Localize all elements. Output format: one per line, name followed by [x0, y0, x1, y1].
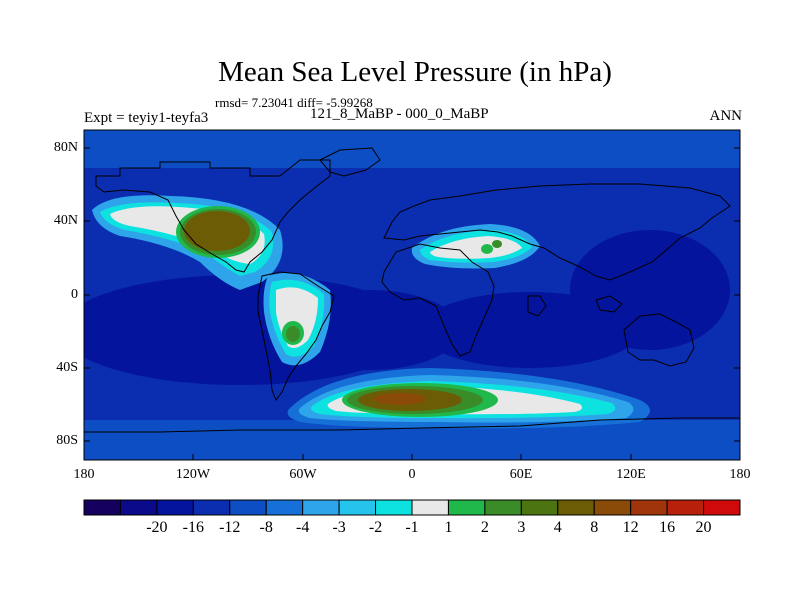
colorbar-label: 20 [695, 519, 712, 536]
colorbar-label: 12 [622, 519, 639, 536]
colorbar-swatch [411, 499, 449, 516]
colorbar-swatch [447, 499, 486, 516]
colorbar-swatch [83, 499, 121, 516]
south-america-anomaly [263, 273, 331, 366]
colorbar-swatch [630, 499, 668, 516]
colorbar-label: 2 [480, 519, 489, 536]
colorbar-label: 3 [517, 519, 526, 536]
lon-label-180e: 180 [729, 467, 751, 482]
lon-label-120e: 120E [616, 467, 646, 482]
west-pacific-low [570, 230, 730, 350]
colorbar-swatch [703, 499, 741, 516]
colorbar-swatch [265, 499, 304, 516]
colorbar-swatch [484, 499, 522, 516]
lon-label-60w: 60W [289, 467, 317, 482]
colorbar-swatch [156, 499, 194, 516]
lat-label-80n: 80N [53, 140, 78, 155]
lat-label-40n: 40N [53, 213, 78, 228]
experiment-label: Expt = teyiy1-teyfa3 [84, 110, 209, 126]
season-label: ANN [709, 108, 743, 124]
colorbar-swatch [302, 499, 340, 516]
colorbar [83, 499, 741, 516]
colorbar-label: 1 [444, 519, 453, 536]
map-title: Mean Sea Level Pressure (in hPa) [218, 56, 612, 88]
colorbar-swatch [192, 499, 231, 516]
lon-label-0: 0 [408, 467, 416, 482]
lon-label-60e: 60E [509, 467, 533, 482]
colorbar-swatch [338, 499, 377, 516]
coastlines [84, 147, 740, 433]
colorbar-label: -16 [182, 519, 204, 536]
lat-label-80s: 80S [56, 433, 78, 448]
lat-label-40s: 40S [56, 360, 78, 375]
colorbar-swatch [520, 499, 559, 516]
colorbar-swatch [593, 499, 632, 516]
colorbar-label: -2 [368, 519, 383, 536]
colorbar-swatch [557, 499, 595, 516]
colorbar-label: -3 [332, 519, 346, 536]
colorbar-label: 4 [553, 519, 562, 536]
colorbar-swatch [119, 499, 158, 516]
eurasia-anomaly [411, 224, 540, 269]
colorbar-label: -4 [295, 519, 310, 536]
colorbar-label: -20 [146, 519, 168, 536]
southern-ocean-anomaly [287, 368, 650, 429]
lon-label-120w: 120W [175, 467, 211, 482]
colorbar-swatch [375, 499, 413, 516]
lat-label-0: 0 [71, 287, 78, 302]
colorbar-label: 16 [659, 519, 676, 536]
colorbar-swatch [229, 499, 267, 516]
rmsd-diff-text: rmsd= 7.23041 diff= -5.99268 [215, 95, 373, 110]
colorbar-label: -8 [259, 519, 273, 536]
period-label: 121_8_MaBP - 000_0_MaBP [310, 106, 489, 122]
colorbar-label: -1 [405, 519, 419, 536]
colorbar-label: 8 [590, 519, 599, 536]
axis-ticks [84, 147, 740, 460]
map-field [84, 130, 740, 460]
lon-label-180w: 180 [73, 467, 95, 482]
colorbar-swatch [666, 499, 705, 516]
colorbar-label: -12 [219, 519, 241, 536]
